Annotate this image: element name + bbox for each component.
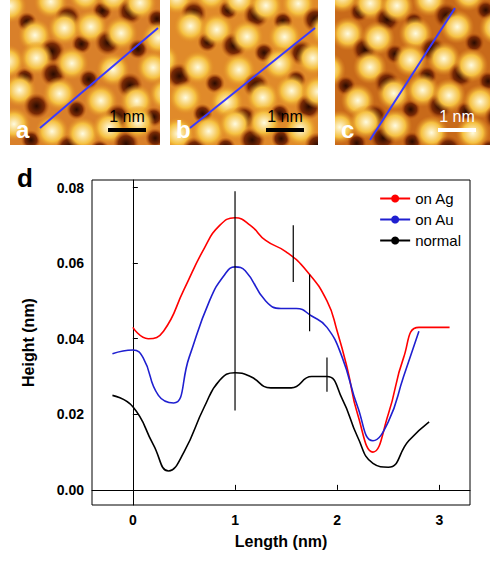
- svg-text:0.08: 0.08: [57, 180, 84, 196]
- svg-text:a: a: [16, 116, 30, 143]
- svg-text:b: b: [176, 116, 191, 143]
- svg-text:Height (nm): Height (nm): [20, 298, 37, 387]
- svg-text:1 nm: 1 nm: [109, 108, 145, 125]
- svg-text:d: d: [17, 163, 33, 193]
- svg-text:2: 2: [333, 512, 341, 528]
- svg-text:1: 1: [231, 512, 239, 528]
- svg-text:1 nm: 1 nm: [267, 108, 303, 125]
- svg-text:1 nm: 1 nm: [439, 108, 475, 125]
- svg-text:0.04: 0.04: [57, 331, 84, 347]
- svg-text:normal: normal: [415, 232, 461, 249]
- svg-text:0.06: 0.06: [57, 255, 84, 271]
- svg-text:on Ag: on Ag: [415, 190, 453, 207]
- svg-text:Length (nm): Length (nm): [235, 533, 327, 550]
- svg-text:c: c: [341, 116, 354, 143]
- svg-text:3: 3: [435, 512, 443, 528]
- svg-text:on Au: on Au: [415, 211, 453, 228]
- svg-text:0: 0: [129, 512, 137, 528]
- svg-text:0.02: 0.02: [57, 406, 84, 422]
- svg-text:0.00: 0.00: [57, 482, 84, 498]
